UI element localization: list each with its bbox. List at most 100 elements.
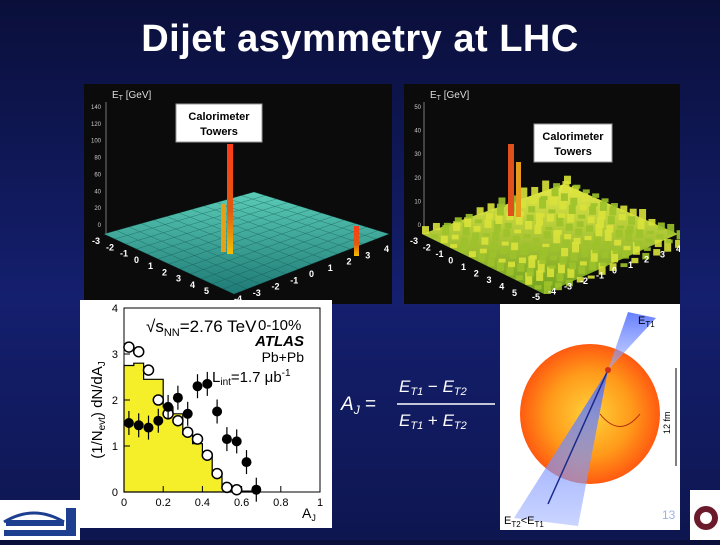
filled-circle-point xyxy=(182,408,193,419)
open-circle-point xyxy=(211,467,223,480)
y-tick-label: 1 xyxy=(148,261,153,271)
calorimeter-label-line1: Calorimeter xyxy=(542,131,604,143)
open-circle-point xyxy=(201,449,214,461)
x-tick-label: -5 xyxy=(532,292,540,302)
z-tick-label: 50 xyxy=(414,105,421,111)
x-tick-label: 0.6 xyxy=(234,497,249,509)
y-tick-label: 1 xyxy=(461,262,466,272)
x-axis-ticks: -5 -4 -3 -2 -1 0 1 2 3 4 xyxy=(532,244,680,302)
leading-jet-label: ET1 xyxy=(638,315,655,329)
z-tick-label: 20 xyxy=(414,176,421,182)
z-tick-label: 40 xyxy=(414,129,421,135)
lego-plot-right: ET [GeV] 50 40 30 20 10 0 Calorimeter Towers … xyxy=(404,84,680,304)
z-tick-label: 120 xyxy=(91,122,102,128)
filled-circle-point xyxy=(241,457,252,468)
y-tick-label: 5 xyxy=(512,288,517,298)
y-tick-label: 0 xyxy=(448,256,453,266)
x-tick-label: 0.4 xyxy=(195,497,210,509)
open-circle-point xyxy=(152,394,165,406)
jet-tower-1 xyxy=(227,144,233,254)
x-tick-label: -2 xyxy=(272,282,280,292)
y-tick-label: 4 xyxy=(112,303,118,315)
y-tick-label: 3 xyxy=(487,275,492,285)
y-tick-label: 0 xyxy=(134,255,139,265)
data-markers xyxy=(123,341,262,502)
x-axis-ticks: 0 0.2 0.4 0.6 0.8 1 xyxy=(121,486,323,509)
luminosity-label: Lint=1.7 μb-1 xyxy=(212,368,291,388)
jet-tower-1b xyxy=(516,162,521,217)
calorimeter-label-box xyxy=(533,123,613,163)
open-circle-point xyxy=(191,433,204,445)
jet-tower-1b xyxy=(221,204,226,252)
z-axis-ticks: 140 120 100 80 60 40 20 0 xyxy=(91,105,102,229)
university-logo-svg xyxy=(694,506,718,530)
formula-svg: AJ = ET1 − ET2 ET1 + ET2 xyxy=(340,377,495,432)
formula-denominator: ET1 + ET2 xyxy=(399,411,467,432)
z-tick-label: 100 xyxy=(91,139,102,145)
filled-circle-point xyxy=(172,392,183,403)
subleading-jet-cone xyxy=(514,370,608,526)
open-circle-point xyxy=(230,483,243,496)
filled-circle-point xyxy=(123,418,134,428)
open-circle-point xyxy=(132,345,145,358)
calorimeter-surface xyxy=(104,192,389,294)
filled-circle-point xyxy=(231,436,242,447)
x-tick-label: 4 xyxy=(384,244,389,254)
scale-label: 12 fm xyxy=(662,411,672,434)
filled-circle-point xyxy=(133,420,144,431)
berkeley-lab-logo xyxy=(0,500,80,540)
x-tick-label: -2 xyxy=(580,276,588,286)
y-tick-label: 4 xyxy=(499,282,504,292)
x-tick-label: -3 xyxy=(564,281,572,291)
x-tick-label: 2 xyxy=(347,257,352,267)
university-logo xyxy=(690,490,720,540)
y-tick-label: 0 xyxy=(112,487,118,499)
sqrt-s-label: √sNN=2.76 TeV xyxy=(146,317,257,339)
interaction-point xyxy=(605,367,611,373)
y-tick-label: -2 xyxy=(106,242,114,252)
cone-svg: 12 fm ET1 ET2<ET1 xyxy=(504,312,677,529)
centrality-label: 0-10% xyxy=(258,317,301,334)
z-tick-label: 30 xyxy=(414,152,421,158)
jet-tower-1 xyxy=(508,144,514,216)
z-tick-label: 10 xyxy=(414,199,421,205)
berkeley-logo-svg xyxy=(3,508,76,536)
z-tick-label: 0 xyxy=(418,223,422,229)
x-tick-label: 0 xyxy=(121,497,127,509)
x-tick-label: -1 xyxy=(290,275,298,285)
x-tick-label: -4 xyxy=(548,287,556,297)
open-circle-point xyxy=(123,341,135,353)
filled-circle-point xyxy=(192,381,203,392)
filled-circle-point xyxy=(221,434,232,445)
y-axis-label: (1/Nevt) dN/dAJ xyxy=(89,361,108,459)
subleading-jet-axis xyxy=(547,369,609,505)
z-tick-label: 140 xyxy=(91,105,102,111)
surface-towers xyxy=(422,175,680,294)
formula-lhs: AJ = xyxy=(340,394,376,417)
calorimeter-label-line1: Calorimeter xyxy=(188,111,250,123)
z-tick-label: 20 xyxy=(94,206,101,212)
y-tick-label: 3 xyxy=(176,274,181,284)
z-tick-label: 0 xyxy=(98,223,102,229)
x-tick-label: 3 xyxy=(365,250,370,260)
x-tick-label: -4 xyxy=(234,294,242,304)
slide-number: 13 xyxy=(662,508,676,522)
y-tick-label: -1 xyxy=(436,249,444,259)
x-tick-label: 1 xyxy=(628,260,633,270)
calorimeter-label-line2: Towers xyxy=(200,126,238,138)
filled-circle-point xyxy=(143,422,154,433)
x-tick-label: 1 xyxy=(328,263,333,273)
y-tick-label: 2 xyxy=(162,267,167,277)
z-tick-label: 40 xyxy=(94,189,101,195)
jet-cone-diagram: 12 fm ET1 ET2<ET1 xyxy=(500,304,680,530)
jet-tower-2 xyxy=(354,226,359,256)
subleading-jet-label: ET2<ET1 xyxy=(504,515,544,529)
aj-formula: AJ = ET1 − ET2 ET1 + ET2 xyxy=(335,364,500,454)
y-tick-label: -1 xyxy=(120,249,128,259)
filled-circle-point xyxy=(202,378,213,389)
filled-circle-point xyxy=(251,484,262,495)
